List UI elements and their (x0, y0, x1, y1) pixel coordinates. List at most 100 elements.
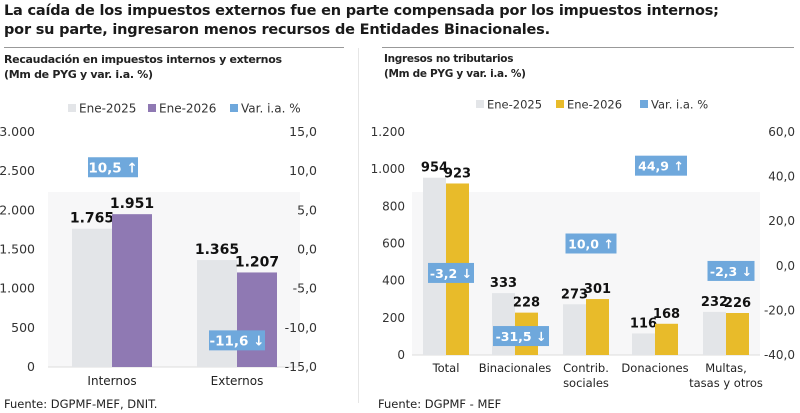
chart2-x-tick-label: Total (432, 361, 460, 375)
chart1-y-tick-label: 2.000 (0, 202, 35, 217)
chart1-bar-value-label: 1.207 (235, 254, 279, 270)
chart1-var-label: -11,6 ↓ (210, 333, 265, 349)
chart1-y-tick-label: 3.000 (0, 124, 35, 139)
chart1-legend-swatch-2 (230, 104, 238, 112)
chart1-y2-tick-label: -5,0 (293, 281, 317, 296)
chart2-bar-2026 (726, 313, 749, 355)
chart1-bar-value-label: 1.365 (195, 242, 239, 258)
chart2-var-box (707, 260, 755, 281)
chart1-bar-2026 (112, 214, 152, 367)
chart2-y-tick-label: 0 (397, 348, 405, 362)
chart2-var-label: -3,2 ↓ (430, 266, 472, 281)
chart1-y2-tick-label: -15,0 (285, 359, 317, 374)
right-chart-title-line2: (Mm de PYG y var. i.a. %) (384, 68, 526, 80)
chart1-legend-swatch-1 (148, 104, 156, 112)
panel-separator (358, 48, 359, 403)
chart2-var-label: -2,3 ↓ (710, 264, 752, 279)
chart2-var-label: -31,5 ↓ (496, 329, 547, 344)
chart2-var-label: 44,9 ↑ (638, 159, 684, 174)
headline-line-2: por su parte, ingresaron menos recursos … (4, 22, 550, 38)
chart1-bar-value-label: 1.765 (70, 211, 114, 227)
chart2-y2-tick-label: -40,0 (764, 348, 795, 362)
chart2-bar-2025 (703, 311, 726, 355)
left-chart-title-line2: (Mm de PYG y var. i.a. %) (4, 68, 153, 81)
chart1-bar-2025 (197, 260, 237, 367)
chart2-bar-value-label: 232 (701, 295, 728, 310)
chart2-legend-swatch-1 (556, 100, 564, 108)
chart2-y-tick-label: 1.200 (371, 125, 405, 139)
chart2-legend-label-2: Var. i.a. % (651, 98, 708, 112)
chart2-bar-2026 (655, 323, 678, 355)
chart2-y2-tick-label: 60,0 (768, 125, 795, 139)
chart2-bar-value-label: 333 (490, 276, 517, 291)
chart2-var-label: 10,0 ↑ (568, 237, 614, 252)
chart2-y2-tick-label: 20,0 (768, 214, 795, 228)
chart2-y-tick-label: 600 (382, 237, 405, 251)
chart2-var-box (565, 233, 617, 254)
chart1-legend-label-2: Var. i.a. % (241, 102, 301, 116)
chart2-var-box (635, 155, 687, 176)
right-chart-title-line1: Ingresos no tributarios (384, 53, 514, 65)
chart1-x-tick-label: Internos (87, 374, 136, 388)
chart1-y2-tick-label: 5,0 (297, 202, 317, 217)
headline: La caída de los impuestos externos fue e… (4, 2, 719, 40)
chart2-y-tick-label: 1.000 (371, 162, 405, 176)
chart2-bar-value-label: 273 (561, 287, 588, 302)
chart2-x-tick-label: sociales (563, 376, 609, 390)
chart2-bar-value-label: 168 (653, 307, 680, 322)
chart2-bar-value-label: 116 (630, 316, 657, 331)
chart1-x-tick-label: Externos (211, 374, 264, 388)
chart2-bar-value-label: 954 (421, 161, 448, 176)
chart1-legend-label-1: Ene-2026 (159, 102, 216, 116)
chart1-y-tick-label: 1.500 (0, 242, 35, 257)
left-chart-title: Recaudación en impuestos internos y exte… (4, 52, 282, 82)
chart2-x-tick-label: Multas, (705, 361, 747, 375)
chart1-y2-tick-label: 15,0 (289, 124, 317, 139)
chart2-bar-value-label: 226 (724, 296, 751, 311)
chart2-y2-tick-label: -20,0 (764, 303, 795, 317)
left-chart-title-line1: Recaudación en impuestos internos y exte… (4, 53, 282, 66)
chart2-bar-value-label: 923 (444, 166, 471, 181)
chart2-y2-tick-label: 0,0 (776, 259, 795, 273)
chart2-y-tick-label: 200 (382, 311, 405, 325)
chart1-y-tick-label: 0 (27, 359, 35, 374)
chart2-bar-value-label: 301 (584, 282, 611, 297)
chart1-bar-2026 (237, 272, 277, 367)
chart1-var-label: 10,5 ↑ (88, 160, 137, 176)
headline-line-1: La caída de los impuestos externos fue e… (4, 3, 719, 19)
chart2-var-box (428, 262, 474, 283)
right-source: Fuente: DGPMF - MEF (378, 397, 502, 411)
chart1-legend-label-0: Ene-2025 (79, 102, 136, 116)
left-source: Fuente: DGPMF-MEF, DNIT. (4, 397, 158, 411)
chart2-bar-2025 (563, 304, 586, 355)
chart2-legend-label-1: Ene-2026 (567, 98, 622, 112)
chart2-bar-2026 (586, 299, 609, 355)
chart2-bar-value-label: 228 (513, 296, 540, 311)
chart1-y-tick-label: 2.500 (0, 163, 35, 178)
divider-left (4, 47, 344, 48)
chart2-y-tick-label: 800 (382, 199, 405, 213)
chart2-x-tick-label: Donaciones (621, 361, 688, 375)
chart2-x-tick-label: Binacionales (479, 361, 552, 375)
chart2-x-tick-label: Contrib. (563, 361, 609, 375)
chart2-var-box (493, 326, 549, 347)
chart1-y-tick-label: 1.000 (0, 281, 35, 296)
chart1-y2-tick-label: 0,0 (297, 242, 317, 257)
chart1-var-box (209, 330, 265, 351)
chart1-legend-swatch-0 (68, 104, 76, 112)
chart1-y2-tick-label: -10,0 (285, 320, 317, 335)
chart2-y-tick-label: 400 (382, 274, 405, 288)
chart1-y2-tick-label: 10,0 (289, 163, 317, 178)
divider-right (382, 47, 794, 48)
chart2-legend-swatch-2 (640, 100, 648, 108)
chart1-var-box (88, 157, 138, 178)
chart2-x-tick-label: tasas y otros (689, 376, 763, 390)
chart2-legend-label-0: Ene-2025 (487, 98, 542, 112)
chart1-bar-2025 (72, 228, 112, 367)
chart2-legend-swatch-0 (476, 100, 484, 108)
chart2-y2-tick-label: 40,0 (768, 170, 795, 184)
right-chart-title: Ingresos no tributarios (Mm de PYG y var… (384, 52, 526, 82)
chart1-bar-value-label: 1.951 (110, 196, 154, 212)
chart2-bar-2025 (632, 333, 655, 355)
